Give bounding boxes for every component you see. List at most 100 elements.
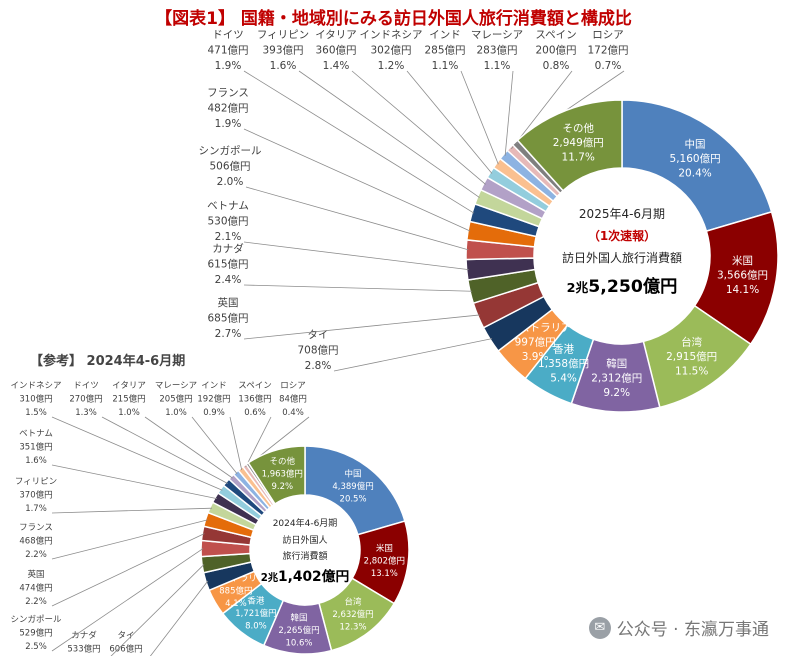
external-label-1-18-2: 0.6% [244,408,266,418]
slice-label-1-1-1: 2,802億円 [364,555,405,566]
external-label-1-8-2: 2.5% [25,642,47,652]
slice-label-0-3-1: 2,312億円 [591,372,642,385]
slice-label-0-4-2: 5.4% [550,372,577,384]
external-label-0-9-1: 530億円 [207,215,248,228]
external-label-0-18-2: 0.8% [543,60,570,72]
external-label-0-19-2: 0.7% [595,60,622,72]
leader-line-1-17 [229,416,243,471]
center-text-0-1: （1次速報） [588,228,656,243]
external-label-0-12-2: 1.9% [215,60,242,72]
slice-label-1-4-2: 8.0% [245,622,267,632]
leader-line-1-16 [191,416,238,475]
external-label-0-8-0: カナダ [212,242,244,255]
slice-label-0-20-1: 2,949億円 [553,136,604,149]
slice-label-1-1-2: 13.1% [371,569,398,579]
leader-line-0-12 [243,70,475,214]
slice-label-1-3-1: 2,265億円 [278,625,319,636]
slice-0-20 [516,99,623,192]
external-label-1-19-1: 84億円 [279,394,307,405]
slice-label-0-0-0: 中国 [685,137,706,150]
external-label-0-13-1: 393億円 [262,44,303,57]
leader-line-1-8 [51,548,204,652]
slice-label-0-2-0: 台湾 [681,335,702,348]
external-label-0-12-0: ドイツ [212,29,244,41]
external-label-1-9-0: 英国 [27,569,44,580]
center-total-prefix-0: 2兆 [567,280,589,296]
external-label-0-18-0: スペイン [535,29,576,41]
external-label-1-13-2: 1.5% [25,408,47,418]
external-label-1-19-0: ロシア [280,381,306,391]
external-label-0-19-1: 172億円 [587,44,628,57]
external-label-0-15-0: インドネシア [360,29,423,41]
center-total-prefix-1: 2兆 [261,571,279,584]
leader-line-1-10 [51,519,208,560]
slice-label-1-2-2: 12.3% [340,622,367,632]
slice-label-0-1-1: 3,566億円 [717,269,768,282]
center-text-0-0: 2025年4-6月期 [579,207,665,221]
slice-label-0-5-1: 997億円 [515,335,556,348]
external-label-0-9-2: 2.1% [215,231,242,243]
leader-line-1-6 [149,580,209,656]
external-label-0-7-1: 685億円 [207,312,248,325]
external-label-1-8-0: シンガポール [10,614,62,625]
external-label-1-9-1: 474億円 [19,583,52,594]
external-label-1-9-2: 2.2% [25,597,47,607]
external-label-1-10-0: フランス [19,523,53,533]
external-label-1-11-1: 370億円 [19,490,52,501]
external-label-1-16-2: 1.0% [165,408,187,418]
external-label-0-16-1: 285億円 [424,44,465,57]
external-label-1-6-1: 606億円 [109,644,142,655]
slice-label-0-1-2: 14.1% [726,284,759,296]
external-label-1-17-1: 192億円 [197,394,230,405]
slice-label-1-4-1: 1,721億円 [235,608,276,619]
slice-label-0-20-2: 11.7% [562,151,595,163]
external-label-0-15-1: 302億円 [370,44,411,57]
slice-0-0 [621,99,773,233]
slice-label-0-0-1: 5,160億円 [670,152,721,165]
external-label-1-12-2: 1.6% [25,456,47,466]
external-label-0-6-1: 708億円 [297,344,338,357]
slice-label-0-2-1: 2,915億円 [666,350,717,363]
external-label-0-11-2: 1.9% [215,118,242,130]
external-label-0-14-1: 360億円 [315,44,356,57]
leader-line-0-13 [298,70,480,198]
external-label-1-19-2: 0.4% [282,408,304,418]
slice-label-0-4-1: 1,358億円 [538,357,589,370]
external-label-1-15-2: 1.0% [118,408,140,418]
center-text-0-2: 訪日外国人旅行消費額 [562,250,682,265]
slice-label-1-20-0: その他 [270,456,296,467]
leader-line-0-9 [243,241,469,271]
external-label-0-17-1: 283億円 [476,44,517,57]
slice-label-0-4-0: 香港 [553,343,574,355]
slice-label-1-20-2: 9.2% [271,482,293,492]
external-label-0-17-2: 1.1% [484,60,511,72]
leader-line-0-10 [245,186,469,251]
center-text-1-2: 旅行消費額 [282,550,327,562]
external-label-1-14-2: 1.3% [75,408,97,418]
external-label-0-12-1: 471億円 [207,44,248,57]
external-label-0-7-0: 英国 [218,296,239,309]
external-label-0-14-2: 1.4% [323,60,350,72]
external-label-0-7-2: 2.7% [215,328,242,340]
external-label-0-19-0: ロシア [592,29,624,41]
leader-line-0-17 [504,70,514,156]
external-label-1-16-0: マレーシア [155,381,197,391]
center-total-1: 2兆1,402億円 [261,568,350,585]
leader-line-1-15 [144,416,233,479]
external-label-1-15-0: イタリア [112,381,146,391]
leader-line-0-6 [333,338,493,372]
slice-label-0-3-0: 韓国 [606,358,627,370]
external-label-0-8-1: 615億円 [207,258,248,271]
external-label-0-16-0: インド [429,29,461,41]
external-label-0-15-2: 1.2% [378,60,405,72]
watermark-text: 公众号 · 东瀛万事通 [616,620,769,640]
external-label-1-11-2: 1.7% [25,504,47,514]
external-label-1-18-0: スペイン [238,381,271,391]
external-label-1-17-2: 0.9% [203,408,225,418]
external-label-0-18-1: 200億円 [535,44,576,57]
external-label-1-13-1: 310億円 [19,394,52,405]
slice-label-1-0-2: 20.5% [340,495,367,505]
external-label-1-15-1: 215億円 [112,394,145,405]
center-total-0: 2兆5,250億円 [567,276,678,297]
external-label-0-10-0: シンガポール [199,145,262,157]
